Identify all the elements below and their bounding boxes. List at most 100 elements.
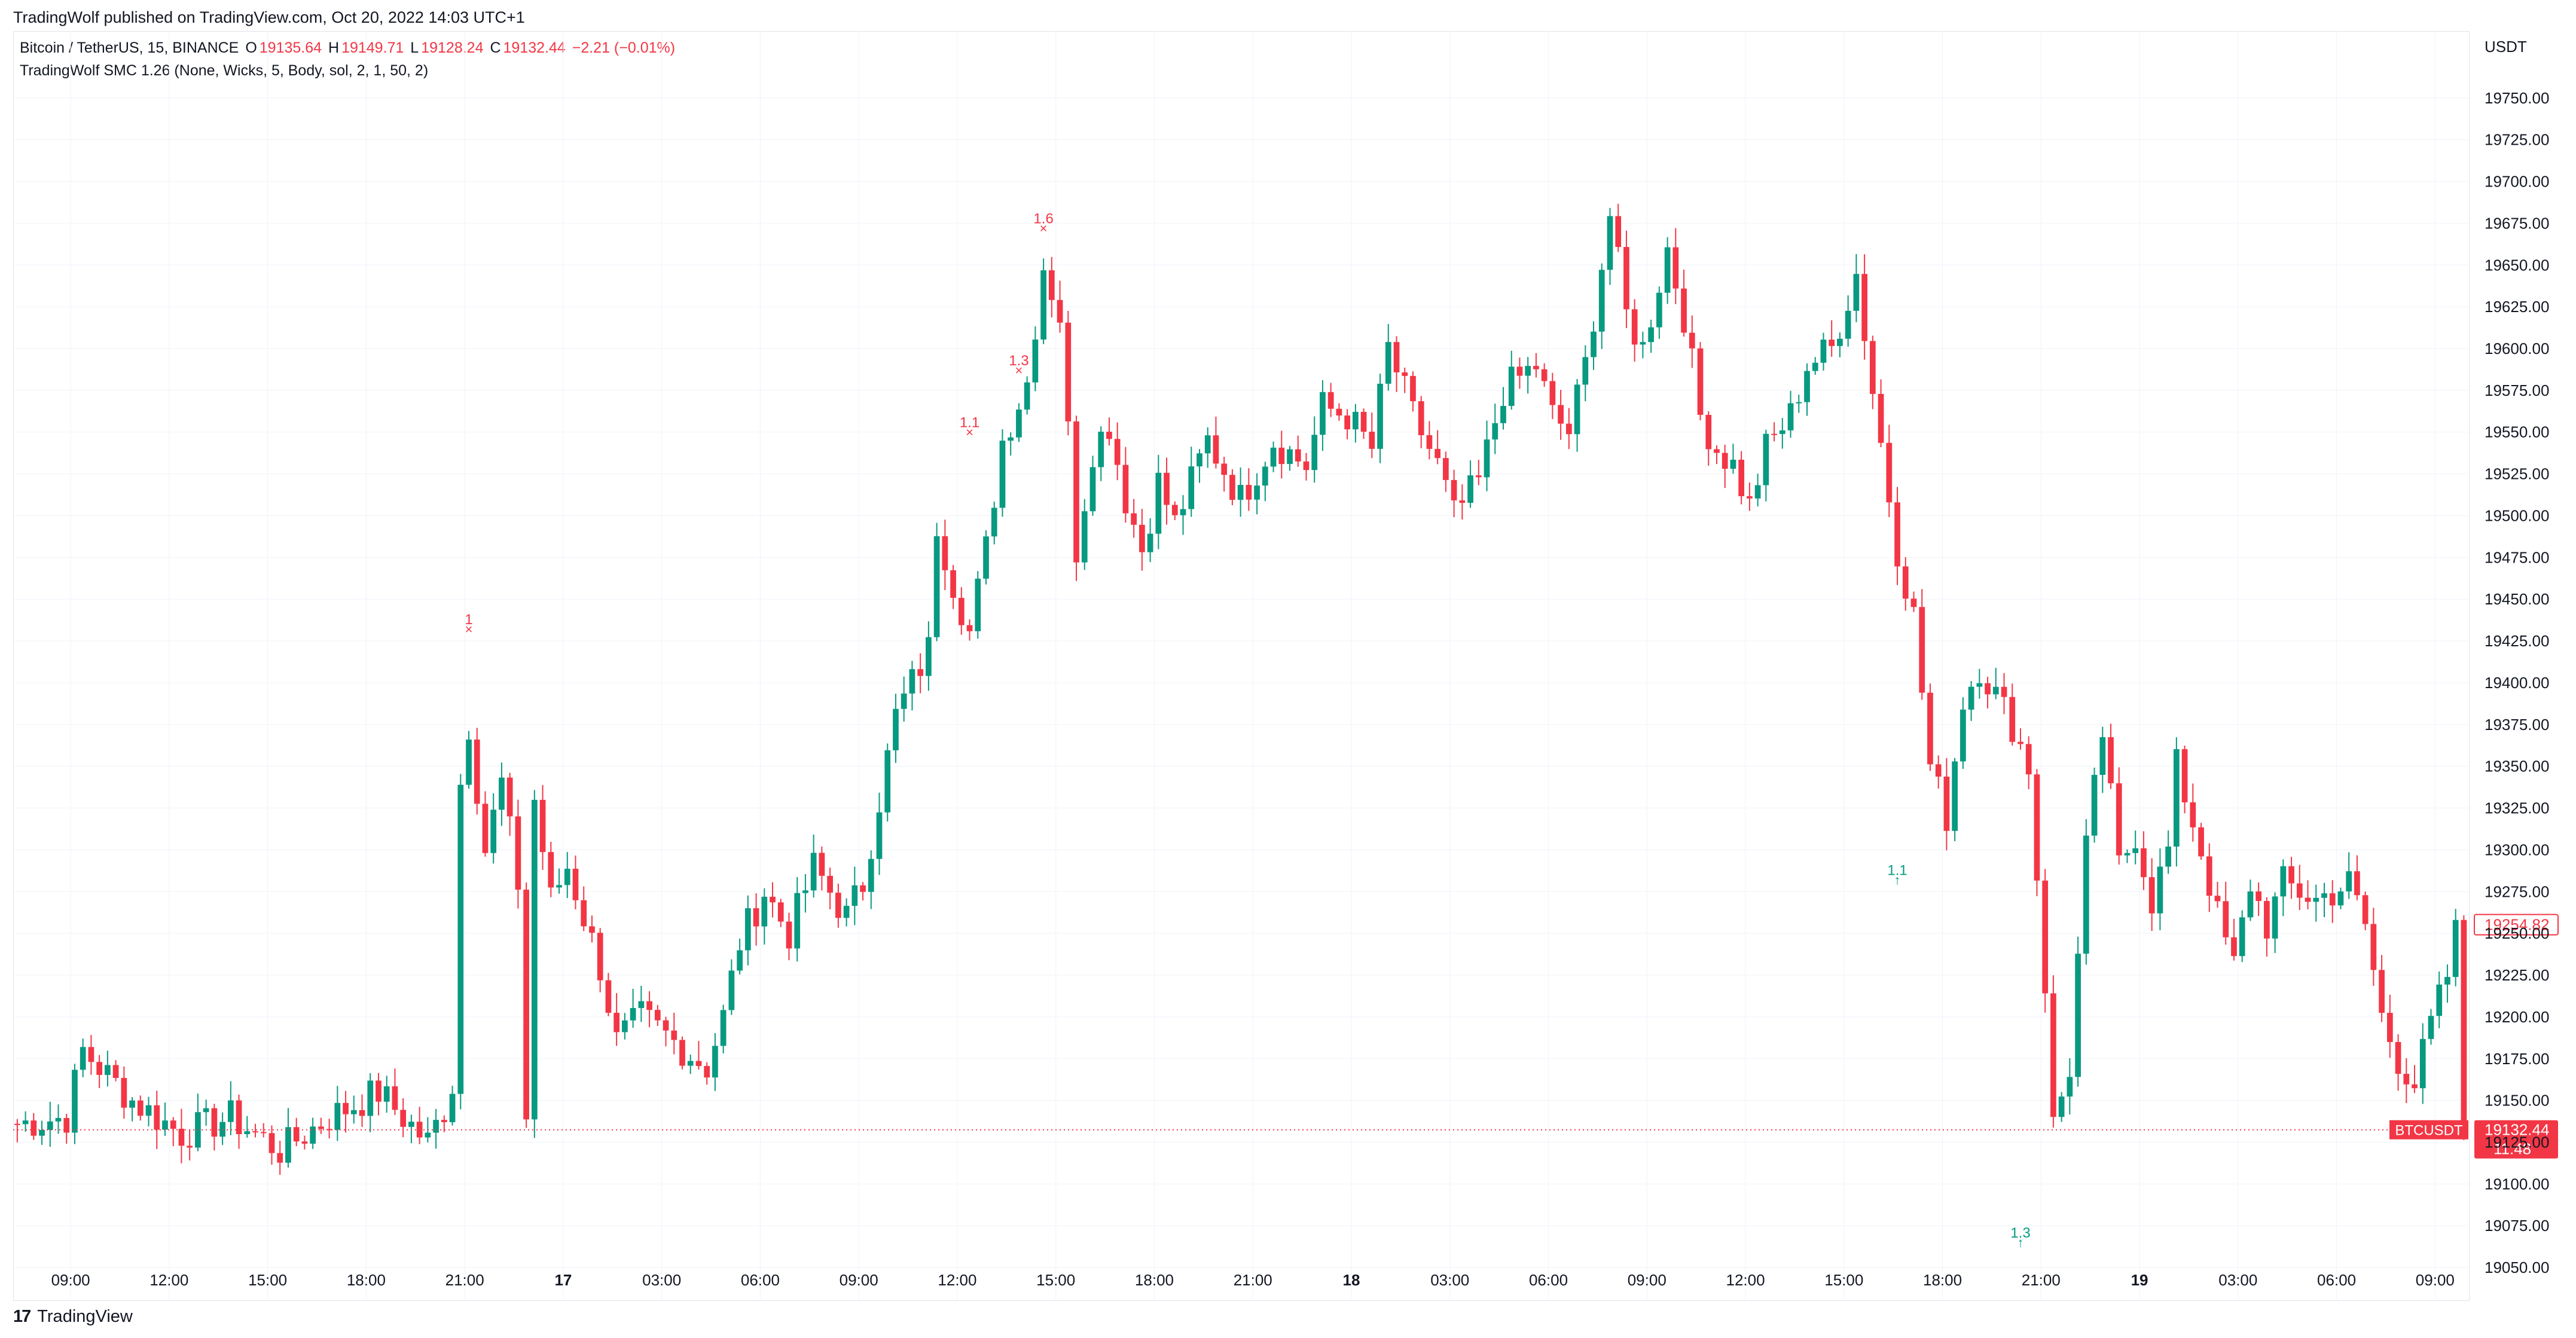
smc-marker-label: 1.3: [2010, 1225, 2030, 1241]
candle-body: [425, 1132, 431, 1138]
candle-body: [679, 1040, 685, 1066]
high-value: 19149.71: [341, 39, 404, 56]
candle-body: [1508, 366, 1515, 406]
candle-body: [2337, 891, 2344, 906]
candle-body: [2083, 835, 2089, 954]
candle-body: [1278, 447, 1285, 465]
candle-body: [1565, 423, 1572, 435]
candle-body: [359, 1110, 365, 1116]
candle-body: [1779, 430, 1786, 434]
candle-body: [310, 1126, 316, 1144]
candle-body: [1426, 435, 1433, 449]
candle-body: [548, 852, 554, 888]
candle-body: [1393, 342, 1400, 372]
candle-body: [1327, 392, 1334, 409]
candle-body: [2001, 686, 2007, 697]
candle-body: [2428, 1016, 2434, 1039]
candle-body: [72, 1070, 78, 1133]
candle-body: [1992, 686, 1999, 695]
candle-body: [926, 637, 932, 676]
candle-body: [1475, 475, 1482, 478]
x-tick-label: 06:00: [2317, 1271, 2356, 1289]
candle-body: [2223, 901, 2229, 937]
candle-body: [47, 1121, 53, 1130]
candle-body: [1656, 292, 1662, 328]
candle-body: [408, 1122, 414, 1127]
candle-body: [22, 1120, 29, 1125]
y-tick-label: 19075.00: [2485, 1217, 2549, 1235]
y-tick-label: 19425.00: [2485, 632, 2549, 650]
candle-body: [400, 1110, 407, 1127]
candle-body: [1246, 485, 1252, 500]
tradingview-brand[interactable]: 17 TradingView: [13, 1307, 133, 1327]
level-tag-bg: [2474, 914, 2559, 936]
candle-body: [868, 859, 874, 892]
candle-body: [843, 906, 850, 918]
candle-body: [1040, 270, 1046, 340]
candle-body: [2436, 984, 2443, 1016]
candle-body: [466, 740, 472, 785]
candle-body: [671, 1030, 677, 1040]
y-tick-label: 19700.00: [2485, 173, 2549, 191]
candle-body: [589, 926, 595, 933]
candle-body: [1516, 366, 1523, 376]
candle-body: [1886, 442, 1893, 503]
candle-body: [2034, 774, 2040, 881]
candle-body: [1754, 485, 1761, 499]
candle-body: [39, 1129, 45, 1136]
candle-body: [531, 799, 538, 1120]
candle-body: [2305, 897, 2311, 902]
smc-marker-label: 1.6: [1033, 210, 1053, 227]
candle-body: [1089, 467, 1096, 512]
y-tick-label: 19350.00: [2485, 757, 2549, 775]
candle-body: [1336, 408, 1342, 416]
candle-body: [2018, 741, 2023, 744]
smc-marker-label: 1.1: [960, 414, 979, 430]
x-tick-label: 06:00: [1529, 1271, 1568, 1289]
candle-body: [1549, 381, 1556, 405]
candle-body: [1878, 393, 1884, 443]
candle-body: [285, 1127, 291, 1163]
candle-body: [1558, 405, 1564, 424]
candle-body: [1360, 411, 1367, 432]
candle-body: [1287, 449, 1293, 465]
symbol-name: Bitcoin / TetherUS, 15, BINANCE: [20, 39, 239, 56]
candle-body: [1672, 247, 1679, 289]
candle-body: [1837, 338, 1843, 346]
candle-body: [2386, 1013, 2393, 1042]
candle-body: [556, 885, 562, 888]
candle-body: [1008, 437, 1014, 441]
candle-body: [728, 970, 735, 1010]
candle-body: [2412, 1084, 2418, 1089]
candle-body: [326, 1129, 332, 1131]
y-tick-label: 19575.00: [2485, 381, 2549, 399]
candle-body: [2165, 846, 2171, 867]
candle-body: [203, 1108, 209, 1113]
candle-body: [1377, 383, 1383, 449]
candle-body: [474, 740, 480, 804]
candle-body: [499, 777, 505, 810]
candle-body: [1927, 692, 1933, 765]
smc-marker-icon: ×: [1015, 363, 1023, 378]
candle-body: [367, 1080, 374, 1116]
candle-body: [1861, 274, 1867, 341]
candle-body: [860, 885, 866, 892]
y-tick-label: 19150.00: [2485, 1092, 2549, 1110]
candle-body: [744, 908, 751, 951]
candle-body: [178, 1128, 185, 1146]
candle-body: [1204, 435, 1211, 454]
candle-body: [376, 1080, 381, 1102]
candle-body: [2272, 896, 2278, 939]
candle-body: [1598, 270, 1605, 332]
candle-body: [2461, 920, 2467, 1130]
x-tick-label: 18:00: [1923, 1271, 1962, 1289]
candle-body: [1697, 348, 1704, 415]
candle-body: [1147, 533, 1153, 552]
y-tick-label: 19625.00: [2485, 298, 2549, 316]
candle-body: [2296, 883, 2303, 898]
candle-body: [1705, 414, 1712, 450]
tradingview-logo-icon: 17: [13, 1307, 31, 1326]
candle-body: [794, 893, 801, 949]
candle-body: [211, 1108, 218, 1137]
